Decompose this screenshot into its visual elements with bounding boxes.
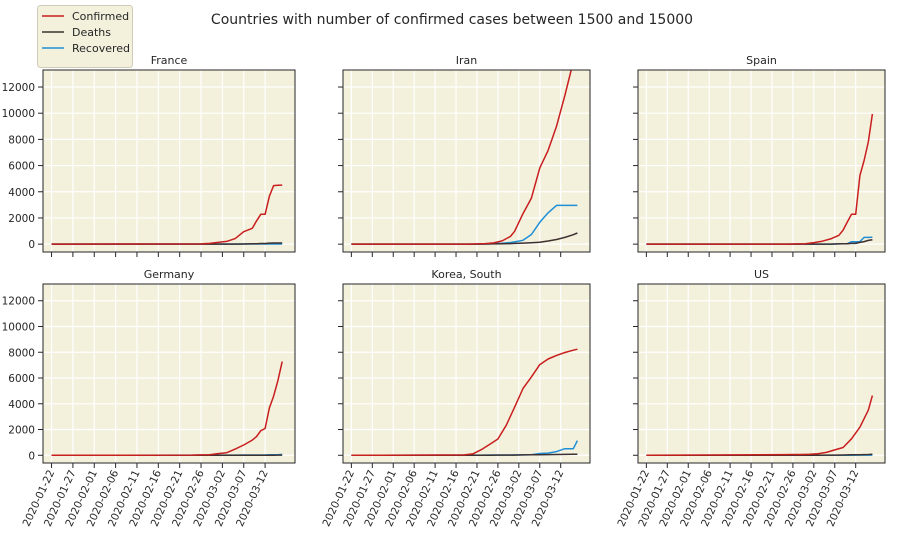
panel-iran: Iran xyxy=(338,54,591,257)
panel-title: Korea, South xyxy=(431,268,501,281)
plot-background xyxy=(343,70,590,252)
y-tick-label: 8000 xyxy=(8,134,35,146)
panel-us: 2020-01-222020-01-272020-02-012020-02-06… xyxy=(615,268,886,529)
panel-spain: Spain xyxy=(633,54,886,257)
panel-title: France xyxy=(151,54,188,67)
series-line-deaths xyxy=(51,242,283,245)
plot-frame xyxy=(637,69,886,253)
plot-frame xyxy=(42,69,296,253)
series-line-deaths xyxy=(646,453,873,457)
series-line-confirmed xyxy=(351,70,572,245)
y-tick-label: 6000 xyxy=(8,373,35,385)
y-tick-label: 2000 xyxy=(8,213,35,225)
legend: Confirmed Deaths Recovered xyxy=(37,5,133,68)
plot-frame xyxy=(42,283,296,464)
panel-title: Germany xyxy=(144,268,195,281)
y-tick-label: 12000 xyxy=(2,82,35,94)
y-tick-label: 10000 xyxy=(2,108,35,120)
plot-frame xyxy=(342,69,591,253)
plot-background xyxy=(638,284,885,463)
plot-background xyxy=(638,70,885,252)
y-tick-label: 0 xyxy=(28,239,35,251)
series-line-confirmed xyxy=(646,113,874,245)
y-tick-label: 4000 xyxy=(8,187,35,199)
panel-title: Iran xyxy=(456,54,478,67)
series-line-confirmed xyxy=(351,348,578,457)
y-tick-label: 12000 xyxy=(2,296,35,308)
plot-frame xyxy=(637,283,886,464)
legend-item-recovered: Recovered xyxy=(42,42,130,55)
figure-title: Countries with number of confirmed cases… xyxy=(211,12,693,28)
plot-frame xyxy=(342,283,591,464)
y-tick-label: 6000 xyxy=(8,161,35,173)
series-line-confirmed xyxy=(51,361,283,457)
legend-item-deaths: Deaths xyxy=(42,26,111,39)
panel-france: 0 2000 4000 6000 8000 10000 12000 France xyxy=(2,54,296,257)
plot-background xyxy=(43,70,295,252)
series-line-confirmed xyxy=(51,184,283,245)
legend-item-confirmed: Confirmed xyxy=(42,10,129,23)
legend-box xyxy=(37,5,133,68)
panel-title: US xyxy=(754,268,769,281)
y-tick-label: 8000 xyxy=(8,347,35,359)
legend-label: Recovered xyxy=(72,42,130,55)
plot-background xyxy=(343,284,590,463)
y-tick-label: 10000 xyxy=(2,321,35,333)
plot-background xyxy=(43,284,295,463)
panel-title: Spain xyxy=(746,54,777,67)
legend-label: Deaths xyxy=(72,26,111,39)
legend-label: Confirmed xyxy=(72,10,129,23)
chart-panels: 0 2000 4000 6000 8000 10000 12000 France Iran Spa… xyxy=(2,54,886,529)
series-line-confirmed xyxy=(646,395,874,457)
panel-korea-south: 2020-01-222020-01-272020-02-012020-02-06… xyxy=(320,268,591,529)
y-tick-label: 0 xyxy=(28,450,35,462)
y-tick-label: 4000 xyxy=(8,399,35,411)
panel-germany: 0200040006000800010000120002020-01-22202… xyxy=(2,268,296,529)
series-line-deaths xyxy=(351,453,578,457)
y-tick-label: 2000 xyxy=(8,425,35,437)
